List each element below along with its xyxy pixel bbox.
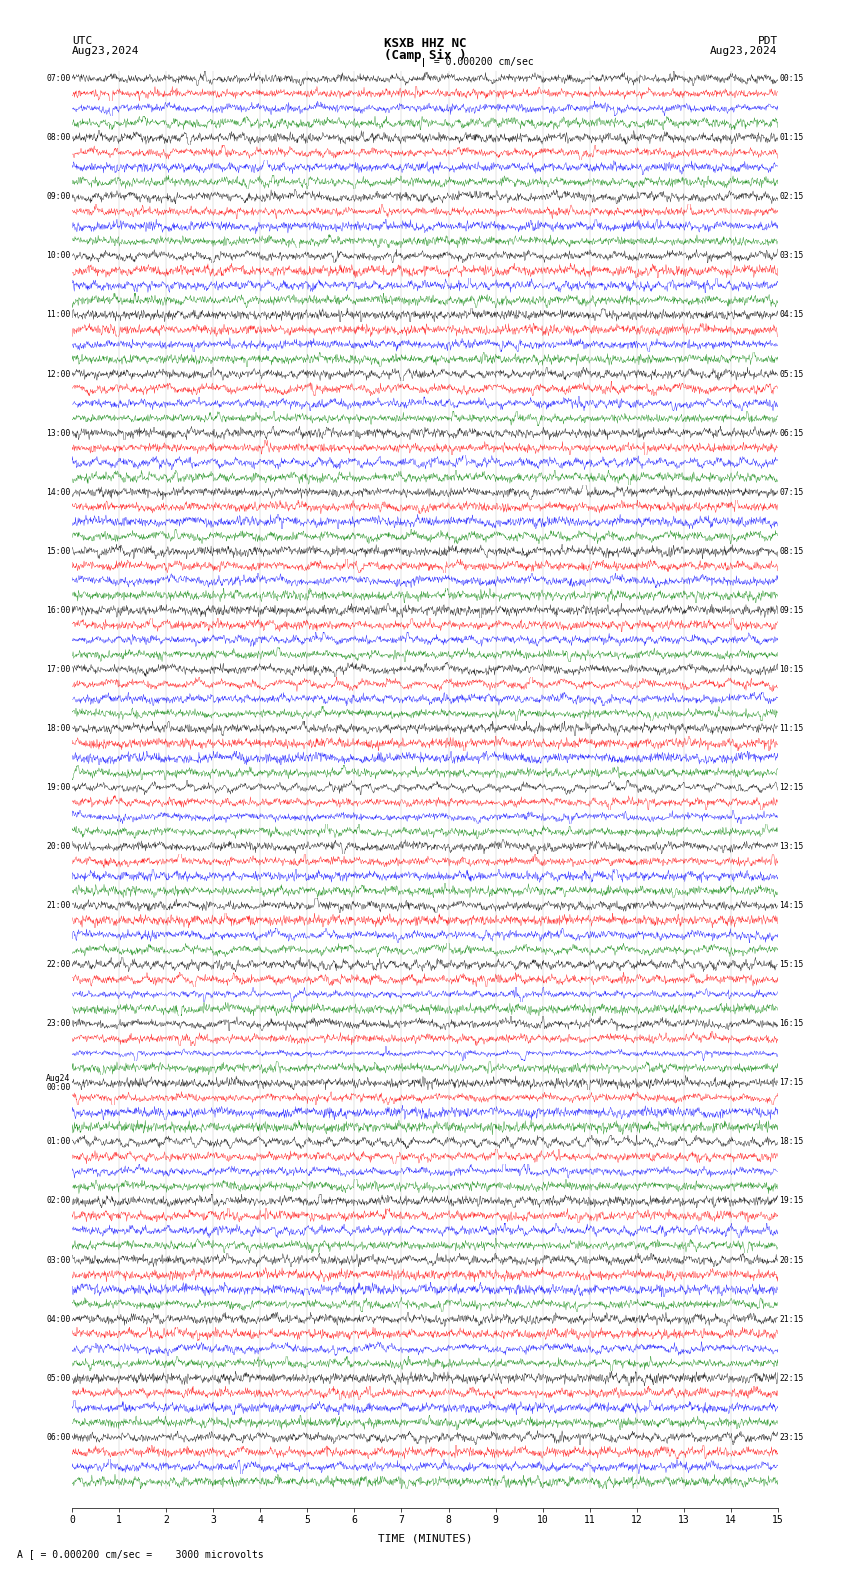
Text: 04:15: 04:15 [779,310,804,320]
Text: 20:00: 20:00 [46,843,71,851]
Text: 18:15: 18:15 [779,1137,804,1147]
Text: 15:15: 15:15 [779,960,804,969]
Text: 03:15: 03:15 [779,252,804,260]
Text: 01:00: 01:00 [46,1137,71,1147]
Text: 07:15: 07:15 [779,488,804,497]
Text: 07:00: 07:00 [46,74,71,84]
Text: 02:15: 02:15 [779,192,804,201]
Text: 22:00: 22:00 [46,960,71,969]
Text: 11:00: 11:00 [46,310,71,320]
Text: 08:00: 08:00 [46,133,71,143]
Text: Aug23,2024: Aug23,2024 [711,46,778,55]
Text: 18:00: 18:00 [46,724,71,733]
Text: 10:00: 10:00 [46,252,71,260]
Text: PDT: PDT [757,35,778,46]
Text: 00:00: 00:00 [46,1083,71,1091]
Text: 20:15: 20:15 [779,1256,804,1264]
Text: 09:00: 09:00 [46,192,71,201]
Text: 21:00: 21:00 [46,901,71,911]
Text: 12:00: 12:00 [46,369,71,379]
Text: 12:15: 12:15 [779,782,804,792]
Text: 10:15: 10:15 [779,665,804,673]
Text: 19:15: 19:15 [779,1196,804,1205]
Text: A [ = 0.000200 cm/sec =    3000 microvolts: A [ = 0.000200 cm/sec = 3000 microvolts [17,1549,264,1559]
Text: Aug24: Aug24 [46,1074,71,1082]
Text: 22:15: 22:15 [779,1373,804,1383]
Text: 04:00: 04:00 [46,1315,71,1324]
Text: 15:00: 15:00 [46,546,71,556]
Text: 08:15: 08:15 [779,546,804,556]
Text: = 0.000200 cm/sec: = 0.000200 cm/sec [428,57,534,67]
Text: 23:00: 23:00 [46,1019,71,1028]
Text: TIME (MINUTES): TIME (MINUTES) [377,1533,473,1543]
Text: 19:00: 19:00 [46,782,71,792]
Text: (Camp Six ): (Camp Six ) [383,49,467,62]
Text: 05:15: 05:15 [779,369,804,379]
Text: Aug23,2024: Aug23,2024 [72,46,139,55]
Text: 06:00: 06:00 [46,1434,71,1441]
Text: UTC: UTC [72,35,93,46]
Text: 00:15: 00:15 [779,74,804,84]
Text: 09:15: 09:15 [779,605,804,615]
Text: 16:15: 16:15 [779,1019,804,1028]
Text: 11:15: 11:15 [779,724,804,733]
Text: 23:15: 23:15 [779,1434,804,1441]
Text: 13:00: 13:00 [46,429,71,437]
Text: KSXB HHZ NC: KSXB HHZ NC [383,36,467,51]
Text: 03:00: 03:00 [46,1256,71,1264]
Text: 06:15: 06:15 [779,429,804,437]
Text: 17:00: 17:00 [46,665,71,673]
Text: 14:00: 14:00 [46,488,71,497]
Text: 17:15: 17:15 [779,1079,804,1087]
Text: 21:15: 21:15 [779,1315,804,1324]
Text: 16:00: 16:00 [46,605,71,615]
Text: 14:15: 14:15 [779,901,804,911]
Text: 01:15: 01:15 [779,133,804,143]
Text: 05:00: 05:00 [46,1373,71,1383]
Text: 02:00: 02:00 [46,1196,71,1205]
Text: 13:15: 13:15 [779,843,804,851]
